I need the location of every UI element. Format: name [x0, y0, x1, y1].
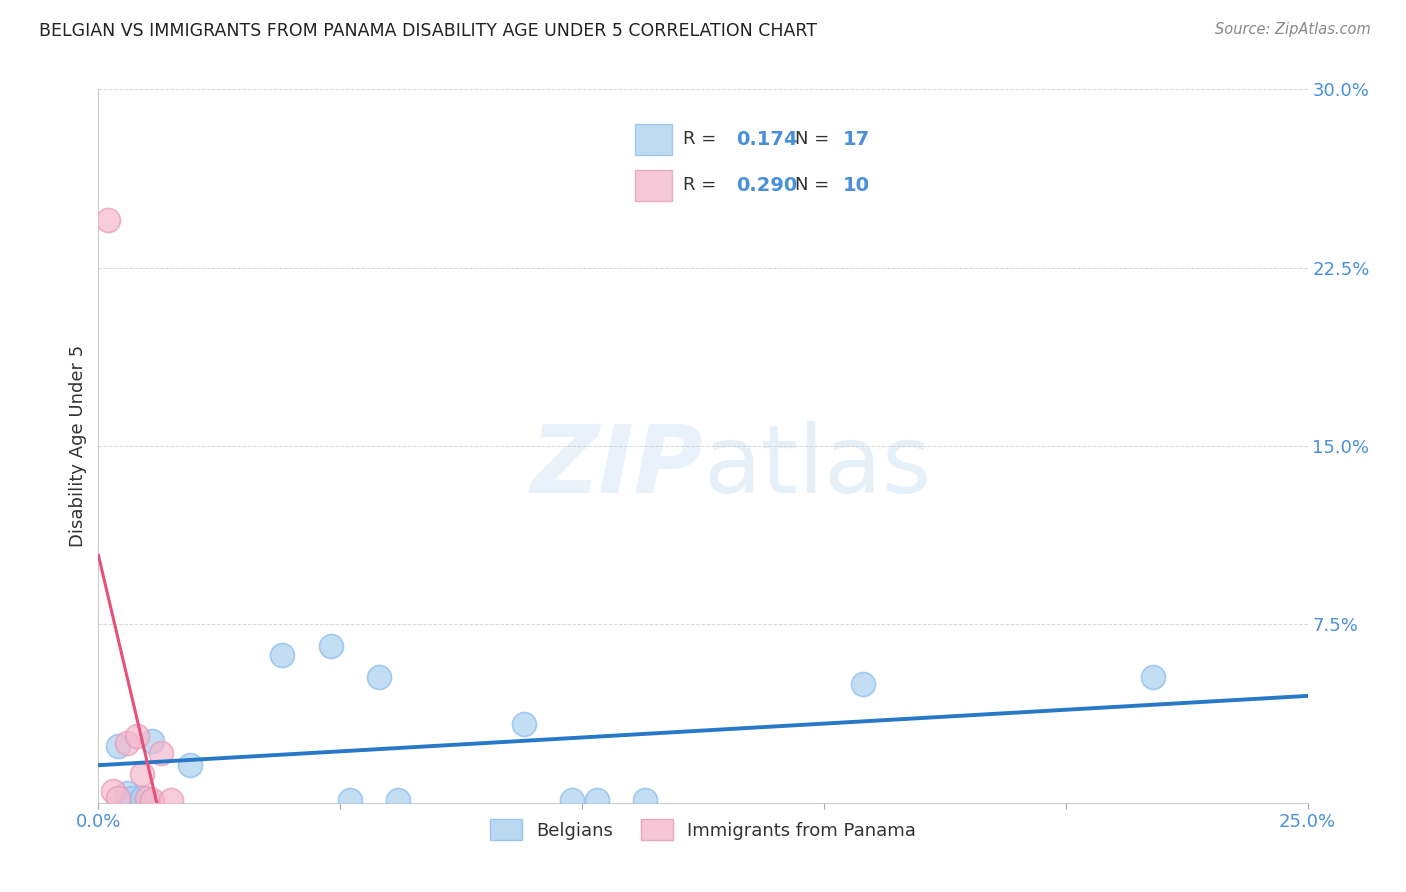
Point [117, 786, 139, 800]
Point [160, 793, 183, 807]
Text: atlas: atlas [703, 421, 931, 514]
Point [339, 793, 361, 807]
Point [135, 791, 157, 805]
Point [141, 734, 163, 748]
Y-axis label: Disability Age Under 5: Disability Age Under 5 [69, 345, 87, 547]
Point [179, 757, 201, 772]
Point [585, 793, 607, 807]
Point [107, 791, 129, 805]
Point [117, 736, 139, 750]
Point [121, 791, 143, 805]
Point [271, 648, 294, 663]
Point [97, 213, 120, 227]
Point [513, 717, 536, 731]
Point [131, 767, 153, 781]
Text: BELGIAN VS IMMIGRANTS FROM PANAMA DISABILITY AGE UNDER 5 CORRELATION CHART: BELGIAN VS IMMIGRANTS FROM PANAMA DISABI… [39, 22, 817, 40]
Point [141, 793, 163, 807]
Text: ZIP: ZIP [530, 421, 703, 514]
Point [127, 729, 149, 743]
Point [368, 670, 391, 684]
Text: Source: ZipAtlas.com: Source: ZipAtlas.com [1215, 22, 1371, 37]
Point [107, 739, 129, 753]
Point [150, 746, 173, 760]
Point [634, 793, 657, 807]
Point [561, 793, 583, 807]
Point [1142, 670, 1164, 684]
Legend: Belgians, Immigrants from Panama: Belgians, Immigrants from Panama [482, 812, 924, 847]
Point [319, 639, 342, 653]
Point [387, 793, 409, 807]
Point [131, 791, 153, 805]
Point [852, 677, 875, 691]
Point [101, 784, 124, 798]
